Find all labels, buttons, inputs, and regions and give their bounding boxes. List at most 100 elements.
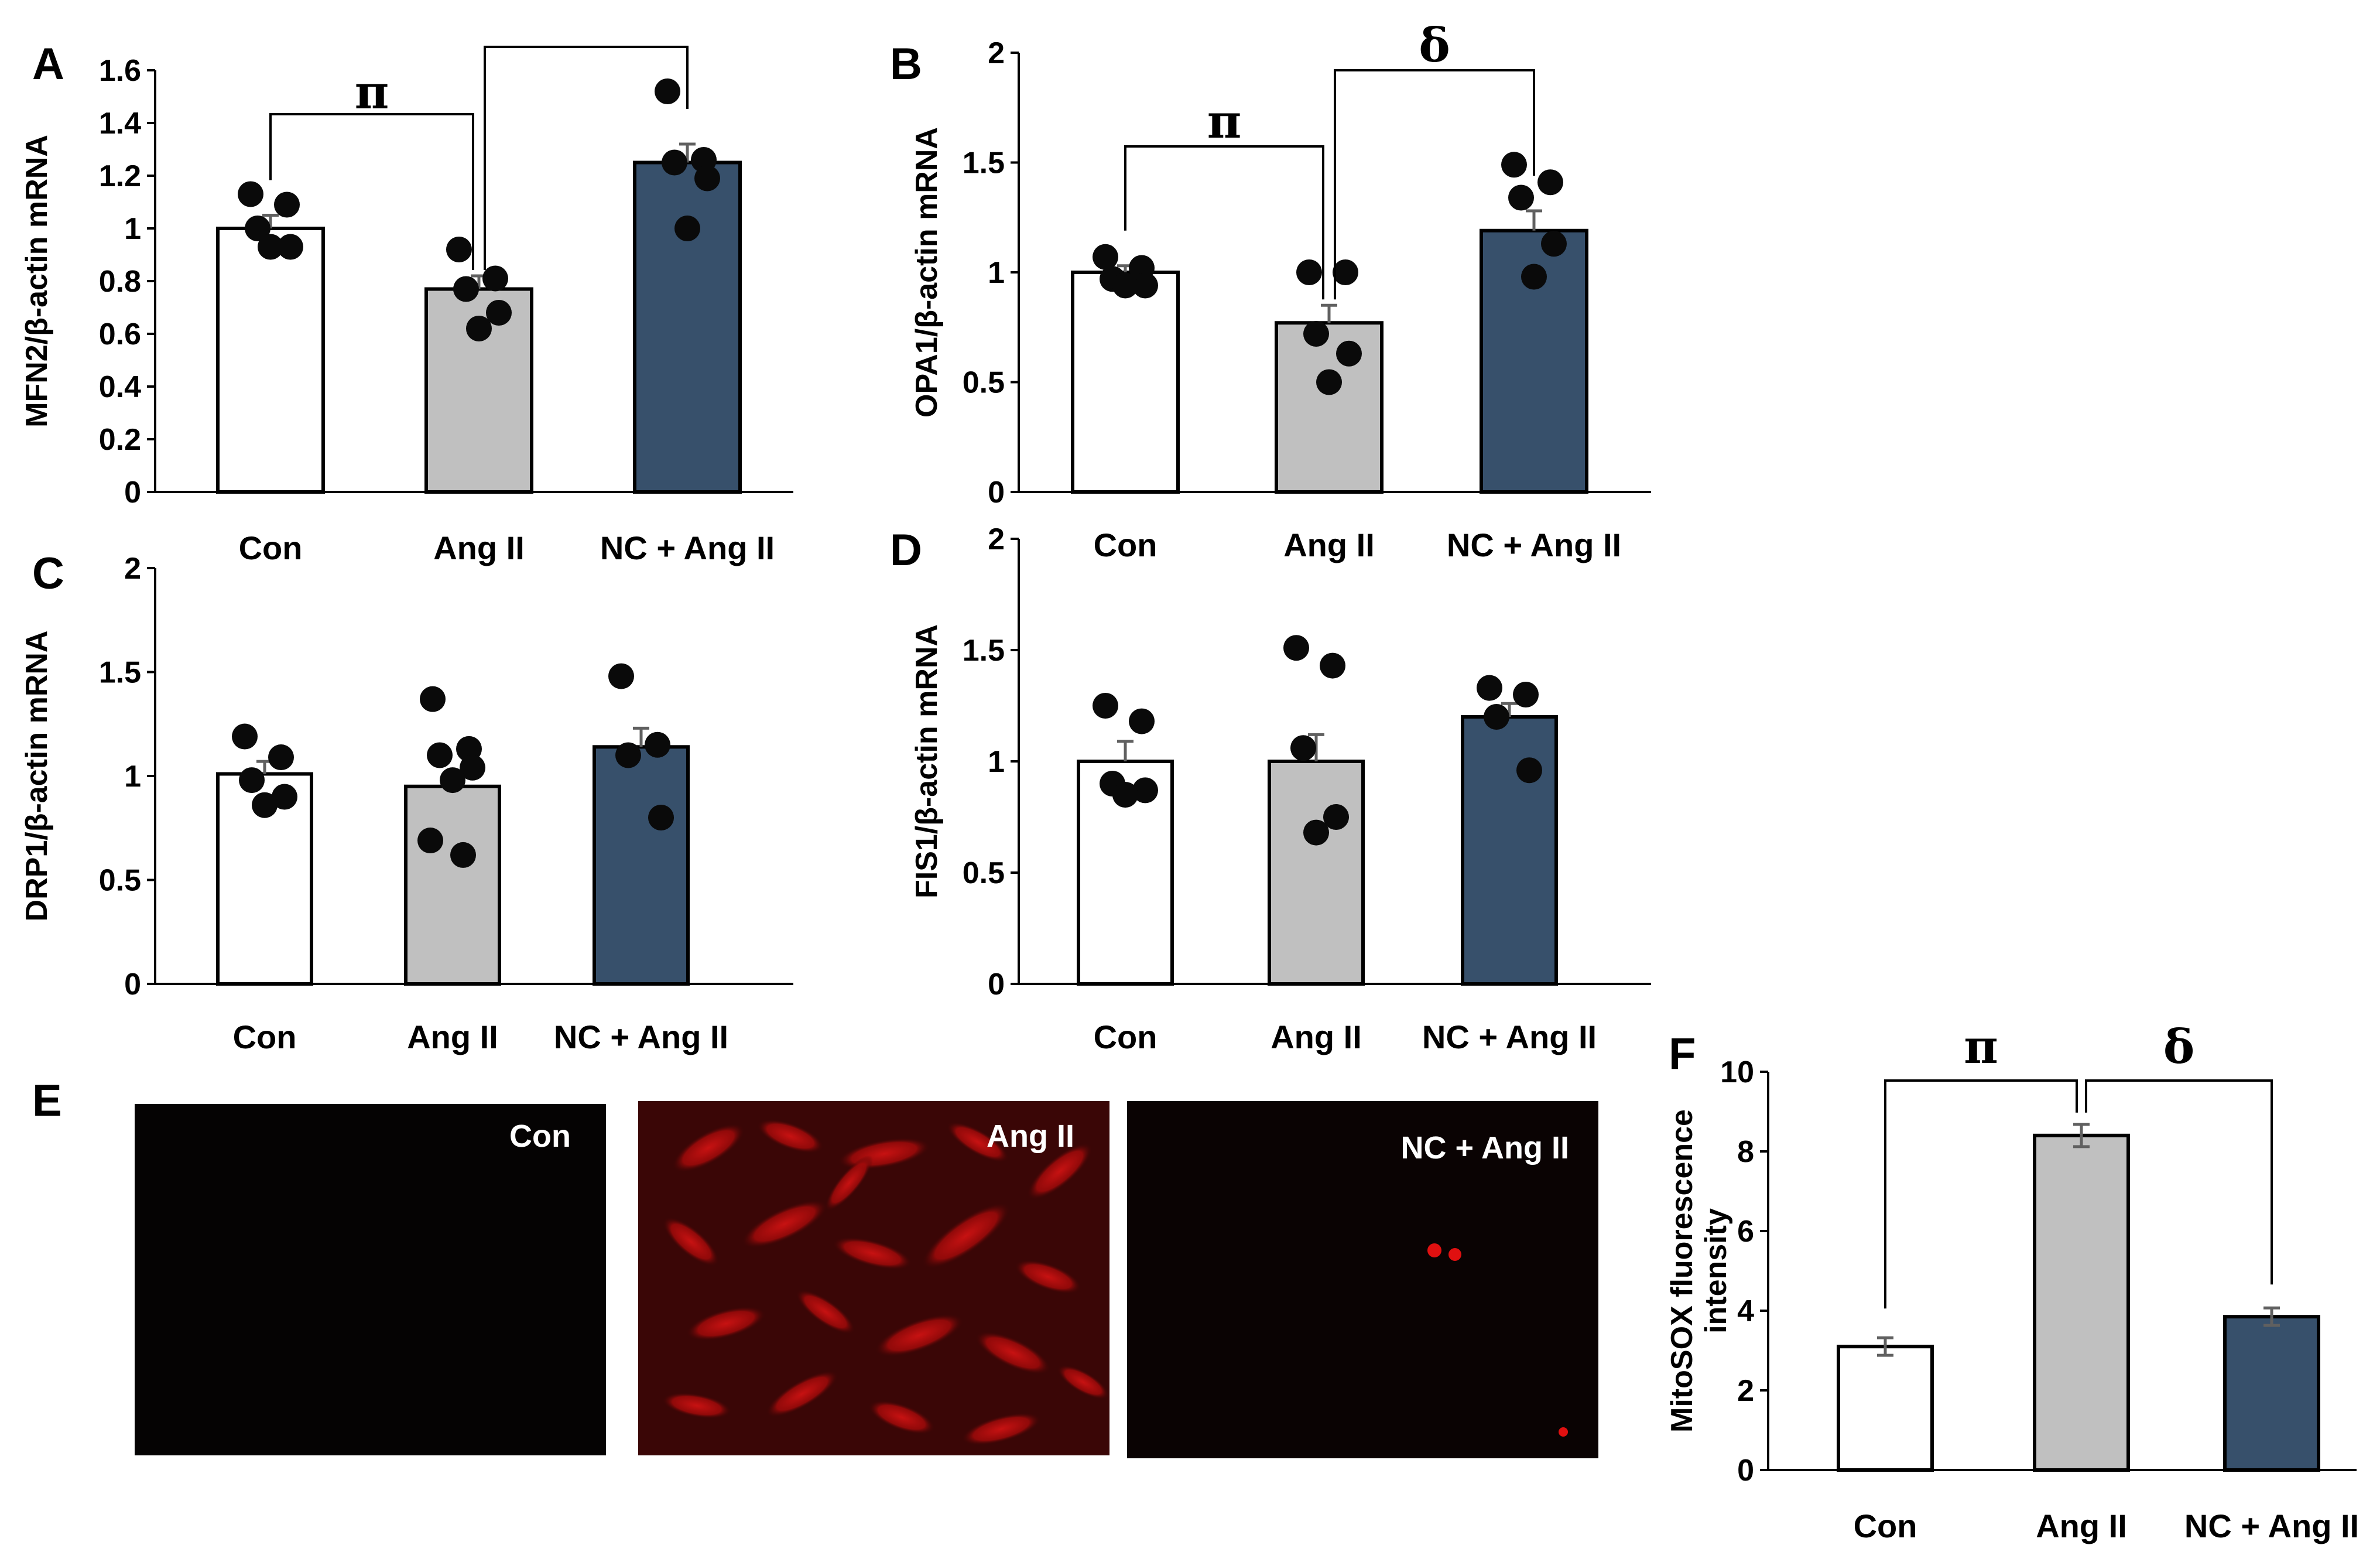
y-tick-label: 10 — [1720, 1055, 1754, 1089]
y-axis-label: DRP1/β-actin mRNA — [20, 631, 54, 922]
y-tick-label: 1 — [124, 212, 141, 246]
data-point — [1516, 757, 1542, 784]
significance-bracket — [2085, 1079, 2273, 1285]
micrograph-label: Con — [509, 1119, 571, 1154]
y-tick-label: 0.8 — [99, 265, 141, 299]
fluorescent-cell — [662, 1392, 732, 1419]
data-point — [1093, 244, 1118, 270]
data-point — [1501, 152, 1527, 178]
data-point — [1333, 259, 1358, 285]
micrograph-con: Con — [135, 1104, 606, 1455]
y-tick-label: 2 — [988, 522, 1005, 556]
panel-letter-d: D — [890, 525, 922, 575]
panel-letter-c: C — [32, 549, 64, 599]
data-point — [1336, 340, 1362, 367]
fluorescent-cell — [961, 1413, 1041, 1445]
data-point — [1320, 652, 1345, 679]
y-tick-label: 1.5 — [963, 634, 1005, 668]
significance-bracket — [269, 113, 474, 270]
data-point — [268, 744, 294, 771]
y-tick-label: 1 — [988, 745, 1005, 779]
fluorescent-cell — [796, 1289, 855, 1335]
fluorescent-cell — [662, 1216, 720, 1267]
data-point — [1508, 184, 1534, 211]
x-category-label: NC + Ang II — [2184, 1507, 2359, 1544]
y-tick-label: 1.5 — [963, 146, 1005, 180]
fluorescent-cell — [1057, 1365, 1109, 1400]
micrograph-image — [135, 1104, 606, 1455]
micrograph-panel-e: E Con Ang II NC + Ang II — [32, 1076, 1598, 1458]
micrograph-label: NC + Ang II — [1400, 1130, 1569, 1165]
data-point — [450, 842, 476, 868]
data-point — [1290, 735, 1316, 761]
data-point — [1093, 693, 1118, 719]
y-tick-label: 2 — [1737, 1374, 1754, 1408]
y-axis-label: MitoSOX fluorescenceintensity — [1665, 1109, 1733, 1433]
chart-panel-c: C 0 0.5 1 1.5 2 DRP1/β-actin mRNA Con Ang II NC +… — [20, 549, 793, 1055]
y-tick-label: 0 — [124, 968, 141, 1001]
data-point — [417, 828, 443, 854]
data-point — [645, 731, 670, 758]
fluorescent-cell — [1015, 1259, 1081, 1294]
data-point — [1484, 704, 1509, 730]
y-tick-label: 0 — [1737, 1454, 1754, 1488]
significance-symbol: δ — [1419, 18, 1450, 73]
data-point — [482, 265, 508, 292]
data-point — [238, 181, 263, 207]
y-tick-label: 1.6 — [99, 54, 141, 88]
y-tick-label: 2 — [988, 36, 1005, 70]
x-category-label: Ang II — [2036, 1507, 2127, 1544]
data-point — [655, 78, 680, 104]
y-tick-label: 0.4 — [99, 370, 141, 404]
bar-nc-ang-ii — [2223, 1315, 2320, 1472]
y-tick-label: 0.2 — [99, 423, 141, 457]
fluorescent-cell — [672, 1123, 745, 1172]
panel-letter-b: B — [890, 39, 922, 89]
data-point — [1132, 272, 1158, 299]
bar-ang-ii — [1268, 760, 1365, 986]
x-category-label: NC + Ang II — [1447, 527, 1621, 563]
bar-ang-ii — [404, 784, 501, 986]
significance-symbol: π — [1964, 1019, 1998, 1074]
y-axis-label: OPA1/β-actin mRNA — [910, 127, 944, 418]
data-point — [1283, 635, 1309, 661]
y-tick-label: 0.6 — [99, 317, 141, 351]
fluorescent-cell — [975, 1331, 1051, 1375]
bar-nc-ang-ii — [633, 160, 742, 494]
data-point — [1323, 804, 1349, 830]
data-point — [486, 300, 512, 326]
y-axis-label: MFN2/β-actin mRNA — [20, 135, 54, 428]
data-point — [440, 767, 465, 794]
fluorescent-cell — [922, 1202, 1011, 1269]
data-point — [1129, 708, 1155, 734]
bar-con — [1071, 271, 1180, 494]
y-axis-label-line: intensity — [1699, 1208, 1733, 1334]
data-point — [608, 663, 634, 689]
data-point — [1537, 169, 1563, 196]
panel-letter-f: F — [1669, 1029, 1696, 1079]
data-point — [466, 316, 492, 341]
x-category-label: NC + Ang II — [1422, 1018, 1597, 1055]
chart-panel-b: B 0 0.5 1 1.5 2 OPA1/β-actin mRNA Con Ang II NC +… — [890, 18, 1651, 563]
bar-con — [216, 227, 325, 494]
significance-symbol: δ — [2163, 1019, 2194, 1074]
micrograph-nc-ang-ii: NC + Ang II — [1127, 1101, 1598, 1458]
fluorescent-spot — [1559, 1427, 1568, 1437]
fluorescent-spot — [1427, 1243, 1441, 1257]
fluorescent-cell — [833, 1237, 912, 1270]
y-tick-label: 0.5 — [963, 366, 1005, 400]
data-point — [232, 723, 258, 750]
x-category-label: Ang II — [433, 529, 525, 566]
fluorescent-spot — [1448, 1248, 1461, 1261]
chart-panel-a: A 0 0.2 0.4 0.6 0.8 1 1.2 1.4 1.6 MFN2/β-actin mRN… — [20, 39, 793, 566]
significance-bracket — [1124, 145, 1324, 300]
y-tick-label: 6 — [1737, 1215, 1754, 1249]
y-tick-label: 1.5 — [99, 656, 141, 690]
fluorescent-cell — [766, 1370, 838, 1417]
data-point — [694, 165, 720, 192]
data-point — [1521, 264, 1547, 290]
x-category-label: Ang II — [407, 1018, 498, 1055]
bar-con — [1837, 1345, 1934, 1472]
bar-nc-ang-ii — [593, 745, 690, 986]
y-tick-label: 0 — [124, 476, 141, 510]
